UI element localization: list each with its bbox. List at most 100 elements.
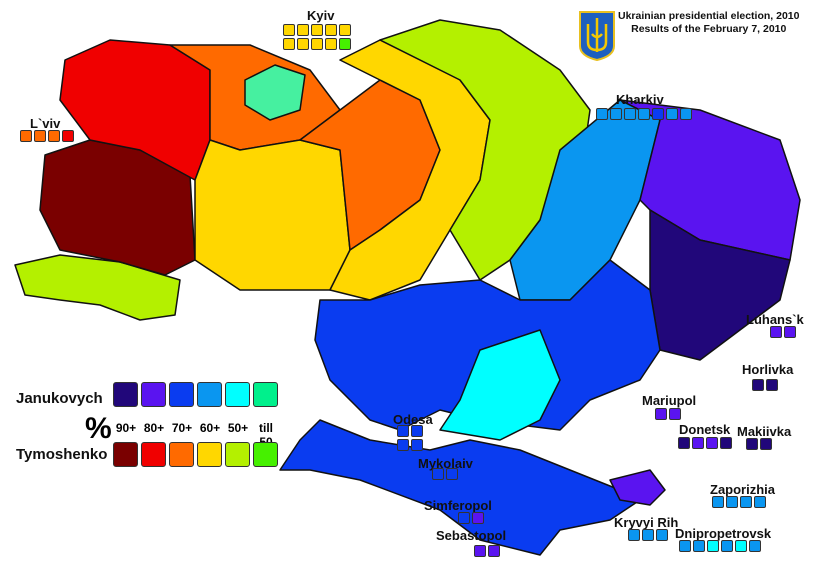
title-line-1: Ukrainian presidential election, 2010	[618, 10, 800, 22]
city-label-luhansk: Luhans`k	[746, 312, 804, 327]
legend-janukovych-label: Janukovych	[16, 390, 103, 407]
district-result-box	[34, 130, 46, 142]
city-label-mykolaiv: Mykolaiv	[418, 456, 473, 471]
city-results-lviv	[20, 130, 74, 142]
district-result-box	[706, 437, 718, 449]
district-result-box	[669, 408, 681, 420]
district-result-box	[283, 38, 295, 50]
district-result-box	[325, 38, 337, 50]
district-result-box	[446, 468, 458, 480]
city-results-sebastopol	[474, 545, 500, 557]
district-result-box	[707, 540, 719, 552]
city-label-makiivka: Makiivka	[737, 424, 792, 439]
district-result-box	[735, 540, 747, 552]
city-results-odesa	[397, 425, 423, 451]
title-line-2: Results of the February 7, 2010	[631, 23, 787, 35]
city-label-sebastopol: Sebastopol	[436, 528, 507, 543]
legend-swatch	[253, 382, 278, 407]
city-results-simferopol	[458, 512, 484, 524]
legend-swatch	[169, 442, 194, 467]
district-result-box	[692, 437, 704, 449]
district-result-box	[652, 108, 664, 120]
legend-swatch	[225, 382, 250, 407]
district-result-box	[283, 24, 295, 36]
district-result-box	[679, 540, 691, 552]
legend-swatch	[113, 442, 138, 467]
district-result-box	[749, 540, 761, 552]
district-result-box	[784, 326, 796, 338]
district-result-box	[339, 24, 351, 36]
city-label-kryvyirih: Kryvyi Rih	[614, 515, 679, 530]
region-zhytomyr	[244, 64, 306, 121]
city-label-simferopol: Simferopol	[424, 498, 492, 513]
district-result-box	[678, 437, 690, 449]
city-label-kyiv: Kyiv	[307, 8, 335, 23]
district-result-box	[656, 529, 668, 541]
district-result-box	[712, 496, 724, 508]
district-result-box	[488, 545, 500, 557]
legend-janukovych-swatches	[113, 382, 278, 407]
district-result-box	[339, 38, 351, 50]
legend-swatch	[197, 442, 222, 467]
legend-swatch	[197, 382, 222, 407]
district-result-box	[740, 496, 752, 508]
district-result-box	[474, 545, 486, 557]
district-result-box	[770, 326, 782, 338]
district-result-box	[48, 130, 60, 142]
legend-swatch	[225, 442, 250, 467]
region-center-west	[194, 139, 351, 291]
district-result-box	[746, 438, 758, 450]
district-result-box	[642, 529, 654, 541]
city-results-makiivka	[746, 438, 772, 450]
district-result-box	[325, 24, 337, 36]
legend-tymoshenko-label: Tymoshenko	[16, 446, 108, 463]
city-label-donetsk: Donetsk	[679, 422, 731, 437]
district-result-box	[311, 38, 323, 50]
district-result-box	[472, 512, 484, 524]
region-kerch	[609, 469, 666, 506]
city-results-donetsk	[678, 437, 732, 449]
coat-of-arms-icon	[579, 11, 615, 62]
district-result-box	[596, 108, 608, 120]
district-result-box	[432, 468, 444, 480]
district-result-box	[680, 108, 692, 120]
city-results-mariupol	[655, 408, 681, 420]
district-result-box	[62, 130, 74, 142]
city-results-dnipropetrovsk	[679, 540, 761, 552]
district-result-box	[297, 38, 309, 50]
map-title: Ukrainian presidential election, 2010 Re…	[618, 10, 800, 36]
city-label-horlivka: Horlivka	[742, 362, 794, 377]
city-results-mykolaiv	[432, 468, 458, 480]
city-label-odesa: Odesa	[393, 412, 433, 427]
district-result-box	[311, 24, 323, 36]
legend-tymoshenko-swatches	[113, 442, 278, 467]
district-result-box	[721, 540, 733, 552]
district-result-box	[411, 439, 423, 451]
region-south	[314, 259, 661, 431]
district-result-box	[624, 108, 636, 120]
legend-bin-label: 90+	[115, 421, 137, 435]
district-result-box	[693, 540, 705, 552]
city-results-kharkiv	[596, 108, 692, 120]
district-result-box	[458, 512, 470, 524]
city-results-luhansk	[770, 326, 796, 338]
city-results-zaporizhia	[712, 496, 766, 508]
region-transcarpathia	[14, 254, 181, 321]
city-label-zaporizhia: Zaporizhia	[710, 482, 776, 497]
city-label-dnipropetrovsk: Dnipropetrovsk	[675, 526, 772, 541]
district-result-box	[655, 408, 667, 420]
legend-bin-label: 50+	[227, 421, 249, 435]
legend-swatch	[141, 382, 166, 407]
legend-swatch	[113, 382, 138, 407]
legend-bin-label: 70+	[171, 421, 193, 435]
district-result-box	[638, 108, 650, 120]
district-result-box	[297, 24, 309, 36]
district-result-box	[20, 130, 32, 142]
city-label-kharkiv: Kharkiv	[616, 92, 664, 107]
district-result-box	[411, 425, 423, 437]
district-result-box	[720, 437, 732, 449]
legend-percent-symbol: %	[85, 412, 112, 445]
legend-swatch	[169, 382, 194, 407]
city-results-kyiv	[283, 24, 351, 50]
